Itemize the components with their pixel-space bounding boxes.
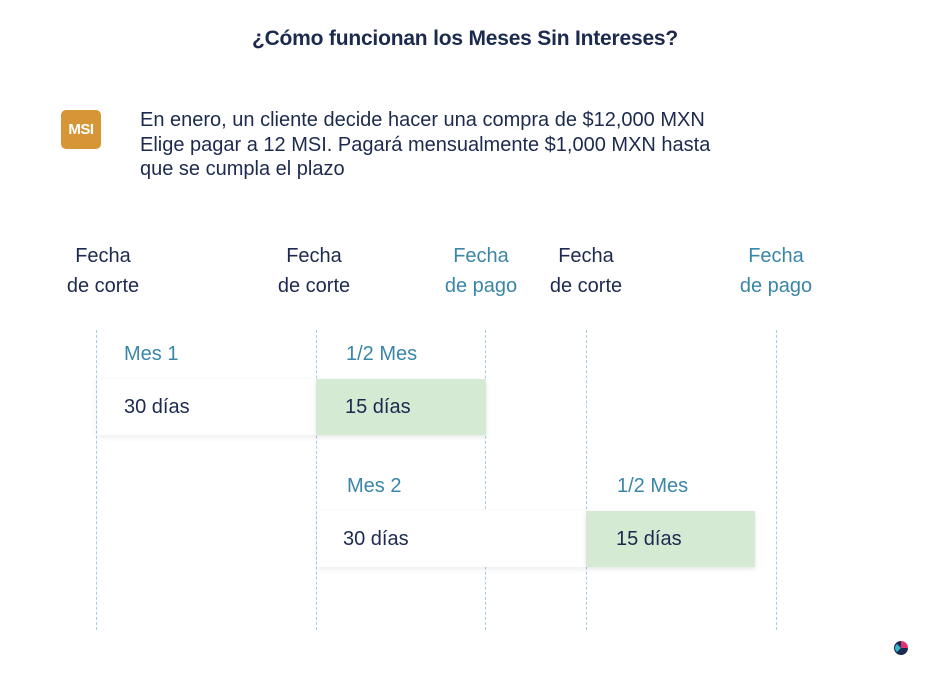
intro-line-3: que se cumpla el plazo bbox=[140, 158, 345, 180]
timeline-divider bbox=[776, 330, 777, 630]
period-box-15-dias-1: 15 días bbox=[316, 379, 486, 435]
header-line1: Fecha bbox=[748, 245, 804, 267]
period-label-half-month-1: 1/2 Mes bbox=[346, 343, 418, 365]
page-title: ¿Cómo funcionan los Meses Sin Intereses? bbox=[251, 27, 679, 50]
header-fecha-corte-1: Fecha de corte bbox=[38, 241, 168, 301]
header-line2: de corte bbox=[277, 275, 351, 297]
msi-badge: MSI bbox=[61, 110, 101, 149]
header-fecha-corte-3: Fecha de corte bbox=[521, 241, 651, 301]
header-line1: Fecha bbox=[558, 245, 614, 267]
header-fecha-pago-1: Fecha de pago bbox=[416, 241, 546, 301]
header-fecha-pago-2: Fecha de pago bbox=[711, 241, 841, 301]
period-label-mes-1: Mes 1 bbox=[124, 343, 179, 365]
header-line2: de pago bbox=[739, 275, 813, 297]
brand-logo-icon bbox=[894, 641, 908, 655]
intro-text: En enero, un cliente decide hacer una co… bbox=[140, 108, 820, 182]
timeline-divider bbox=[485, 330, 486, 630]
timeline-divider bbox=[316, 330, 317, 630]
header-fecha-corte-2: Fecha de corte bbox=[249, 241, 379, 301]
header-line2: de corte bbox=[66, 275, 140, 297]
period-label-mes-2: Mes 2 bbox=[347, 475, 402, 497]
header-line1: Fecha bbox=[286, 245, 342, 267]
header-line2: de corte bbox=[549, 275, 623, 297]
intro-line-1: En enero, un cliente decide hacer una co… bbox=[140, 109, 705, 131]
intro-line-2: Elige pagar a 12 MSI. Pagará mensualment… bbox=[140, 133, 711, 156]
period-box-15-dias-2: 15 días bbox=[586, 511, 755, 567]
period-box-30-dias-2: 30 días bbox=[317, 511, 587, 567]
header-line2: de pago bbox=[444, 275, 518, 297]
header-line1: Fecha bbox=[453, 245, 509, 267]
period-label-half-month-2: 1/2 Mes bbox=[617, 475, 689, 497]
header-line1: Fecha bbox=[75, 245, 131, 267]
timeline-divider bbox=[96, 330, 97, 630]
period-box-30-dias-1: 30 días bbox=[97, 379, 317, 435]
timeline-divider bbox=[586, 330, 587, 630]
